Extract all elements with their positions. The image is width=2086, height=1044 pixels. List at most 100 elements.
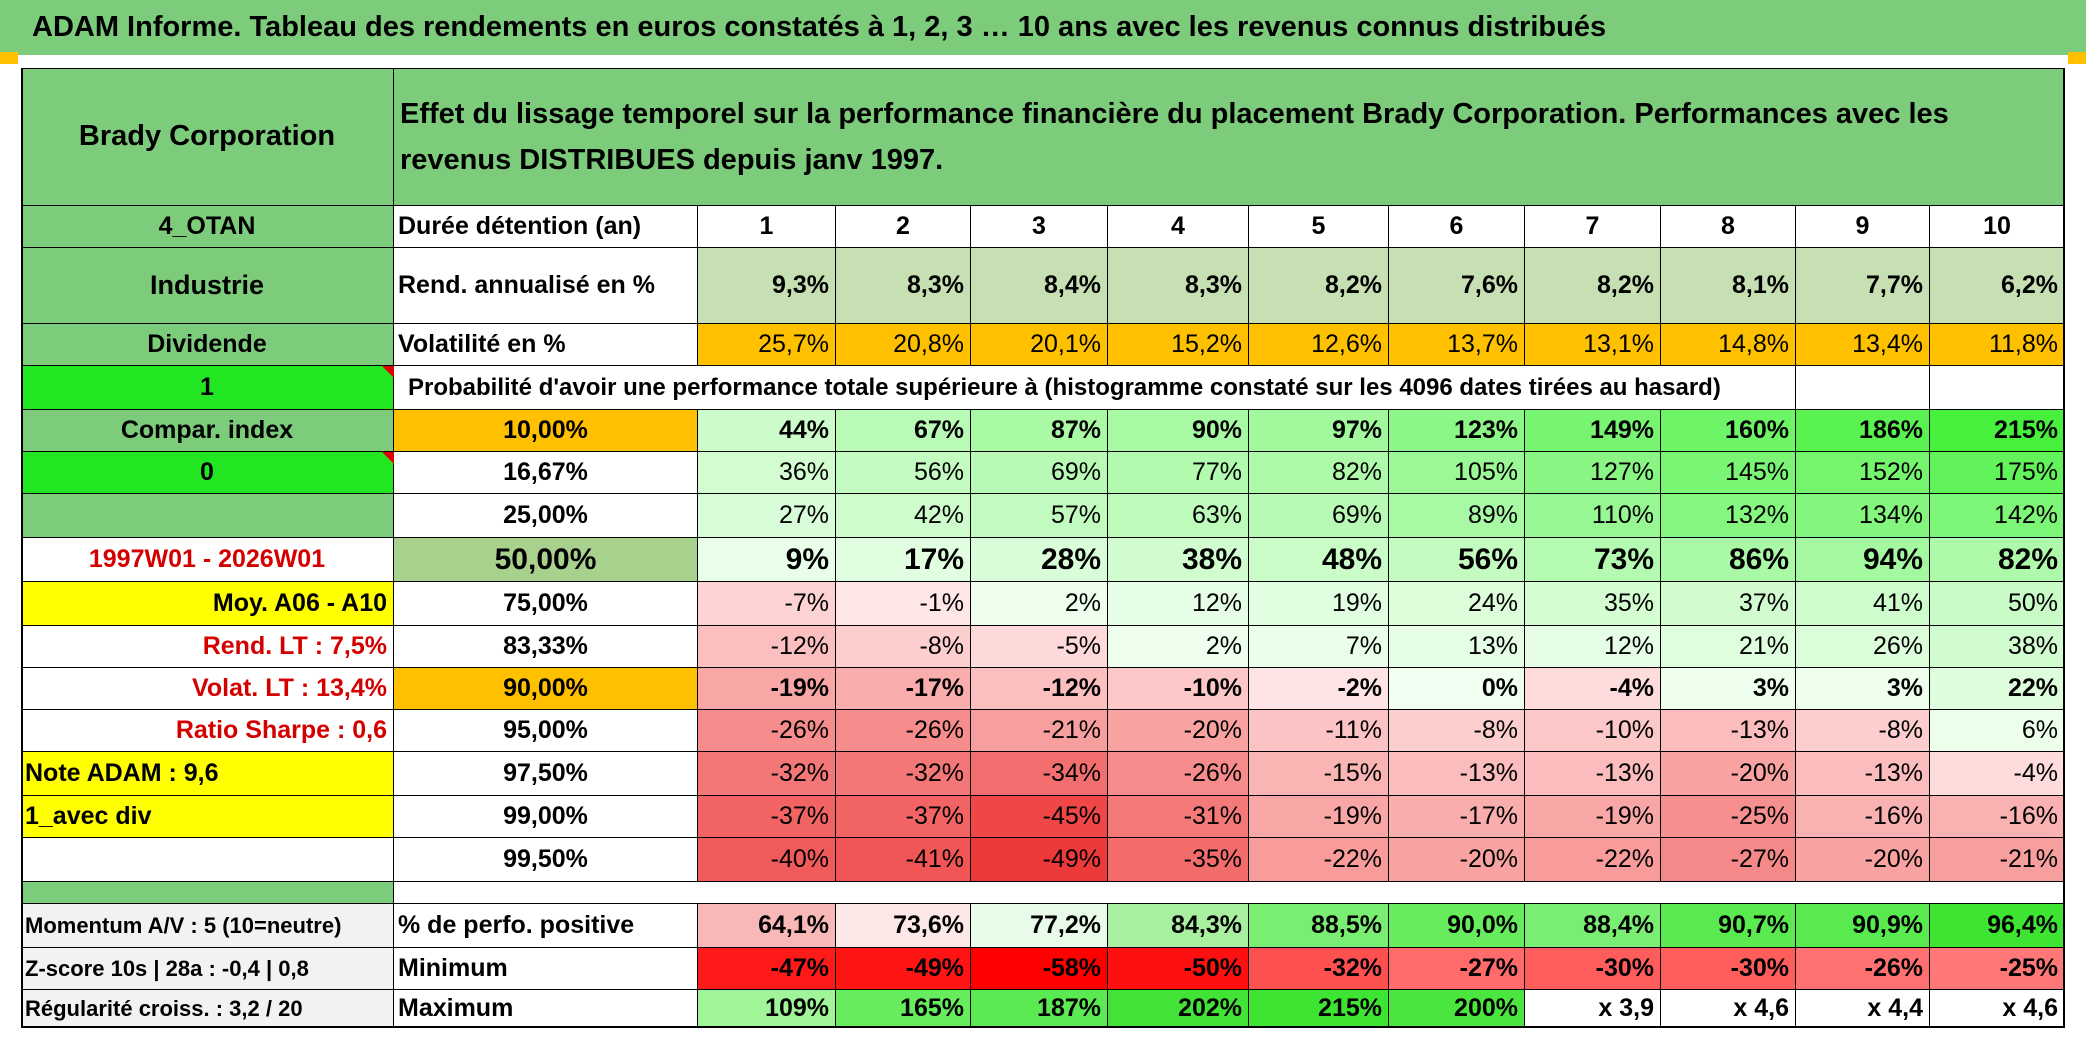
code-label: 4_OTAN	[21, 206, 394, 248]
vol-value: 20,8%	[836, 324, 971, 366]
percentile-value: 57%	[971, 494, 1108, 538]
empty-cell	[21, 838, 394, 882]
percentile-label: 75,00%	[394, 582, 698, 626]
percentile-value: 27%	[698, 494, 836, 538]
percentile-value: 89%	[1389, 494, 1525, 538]
spacer-white	[394, 882, 2065, 904]
positive-value: 77,2%	[971, 904, 1108, 948]
percentile-value: 160%	[1661, 410, 1796, 452]
percentile-value: 145%	[1661, 452, 1796, 494]
percentile-value: 149%	[1525, 410, 1661, 452]
percentile-value: 56%	[836, 452, 971, 494]
sharpe-label: Ratio Sharpe : 0,6	[21, 710, 394, 752]
percentile-label: 16,67%	[394, 452, 698, 494]
maximum-value: 202%	[1108, 990, 1249, 1028]
percentile-value: 142%	[1930, 494, 2065, 538]
rend-value: 7,6%	[1389, 248, 1525, 324]
year-header: 5	[1249, 206, 1389, 248]
percentile-value: 17%	[836, 538, 971, 582]
year-header: 7	[1525, 206, 1661, 248]
empty-cell	[1796, 366, 1930, 410]
percentile-value: -10%	[1525, 710, 1661, 752]
empty-cell	[1930, 366, 2065, 410]
percentile-value: 215%	[1930, 410, 2065, 452]
minimum-value: -47%	[698, 948, 836, 990]
percentile-value: 132%	[1661, 494, 1796, 538]
positive-value: 88,4%	[1525, 904, 1661, 948]
year-header: 10	[1930, 206, 2065, 248]
maximum-value: 200%	[1389, 990, 1525, 1028]
percentile-value: -8%	[1389, 710, 1525, 752]
percentile-value: -12%	[698, 626, 836, 668]
percentile-label: 97,50%	[394, 752, 698, 796]
percentile-value: 110%	[1525, 494, 1661, 538]
percentile-value: -20%	[1661, 752, 1796, 796]
percentile-value: -1%	[836, 582, 971, 626]
percentile-value: 152%	[1796, 452, 1930, 494]
percentile-value: 123%	[1389, 410, 1525, 452]
percentile-value: -31%	[1108, 796, 1249, 838]
positive-value: 90,0%	[1389, 904, 1525, 948]
minimum-value: -30%	[1661, 948, 1796, 990]
positive-value: 64,1%	[698, 904, 836, 948]
spacer-green	[21, 882, 394, 904]
performance-table: Brady Corporation 4_OTAN Industrie Dividend…	[21, 68, 2065, 1028]
percentile-value: -20%	[1796, 838, 1930, 882]
positive-value: 90,7%	[1661, 904, 1796, 948]
maximum-value: x 3,9	[1525, 990, 1661, 1028]
rend-value: 8,3%	[1108, 248, 1249, 324]
minimum-value: -49%	[836, 948, 971, 990]
minimum-value: -58%	[971, 948, 1108, 990]
percentile-value: -7%	[698, 582, 836, 626]
maximum-value: 187%	[971, 990, 1108, 1028]
percentile-value: 73%	[1525, 538, 1661, 582]
percentile-value: 82%	[1930, 538, 2065, 582]
maximum-value: x 4,6	[1661, 990, 1796, 1028]
vol-value: 14,8%	[1661, 324, 1796, 366]
percentile-value: -20%	[1108, 710, 1249, 752]
percentile-value: 69%	[971, 452, 1108, 494]
percentile-value: 13%	[1389, 626, 1525, 668]
percentile-value: -13%	[1525, 752, 1661, 796]
percentile-value: -13%	[1796, 752, 1930, 796]
year-header: 6	[1389, 206, 1525, 248]
percentile-value: -37%	[836, 796, 971, 838]
percentile-value: 69%	[1249, 494, 1389, 538]
minimum-value: -26%	[1796, 948, 1930, 990]
rend-value: 8,2%	[1525, 248, 1661, 324]
percentile-value: -40%	[698, 838, 836, 882]
percentile-value: 2%	[971, 582, 1108, 626]
positive-value: 88,5%	[1249, 904, 1389, 948]
maximum-value: 109%	[698, 990, 836, 1028]
percentile-value: -4%	[1930, 752, 2065, 796]
percentile-value: -11%	[1249, 710, 1389, 752]
percentile-label: 95,00%	[394, 710, 698, 752]
percentile-value: 6%	[1930, 710, 2065, 752]
percentile-value: -41%	[836, 838, 971, 882]
percentile-value: 186%	[1796, 410, 1930, 452]
percentile-value: 63%	[1108, 494, 1249, 538]
rend-value: 8,3%	[836, 248, 971, 324]
percentile-value: -26%	[698, 710, 836, 752]
percentile-value: -26%	[836, 710, 971, 752]
percentile-value: -21%	[1930, 838, 2065, 882]
percentile-value: -19%	[698, 668, 836, 710]
percentile-value: 38%	[1930, 626, 2065, 668]
minimum-value: -25%	[1930, 948, 2065, 990]
percentile-value: -21%	[971, 710, 1108, 752]
vol-label: Volatilité en %	[394, 324, 698, 366]
year-header: 1	[698, 206, 836, 248]
vol-value: 25,7%	[698, 324, 836, 366]
percentile-value: -8%	[1796, 710, 1930, 752]
percentile-value: -49%	[971, 838, 1108, 882]
percentile-value: -12%	[971, 668, 1108, 710]
moy-label: Moy. A06 - A10	[21, 582, 394, 626]
year-header: 2	[836, 206, 971, 248]
minimum-value: -50%	[1108, 948, 1249, 990]
positive-value: 84,3%	[1108, 904, 1249, 948]
percentile-value: -25%	[1661, 796, 1796, 838]
percentile-value: 48%	[1249, 538, 1389, 582]
report-title: ADAM Informe. Tableau des rendements en …	[0, 0, 2086, 55]
percentile-value: -35%	[1108, 838, 1249, 882]
vol-value: 15,2%	[1108, 324, 1249, 366]
